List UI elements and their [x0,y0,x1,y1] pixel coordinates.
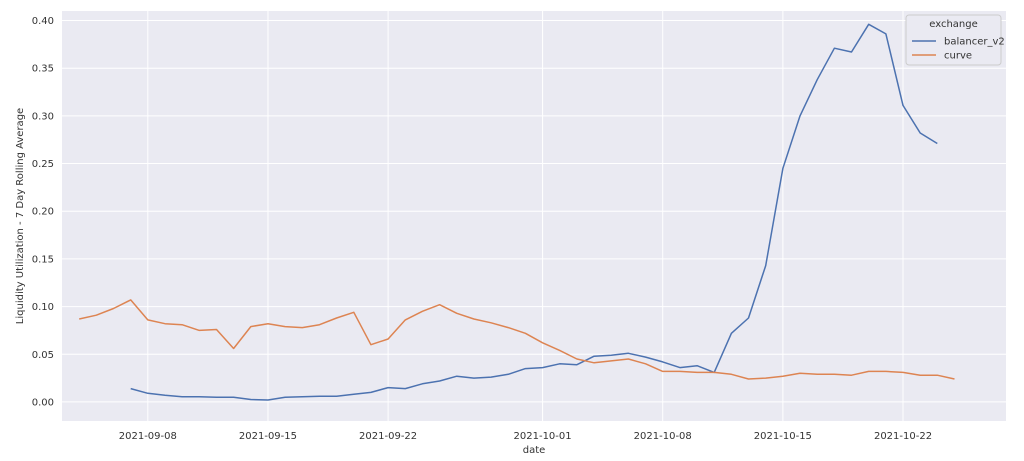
x-axis-label: date [523,445,546,456]
y-tick-label: 0.35 [32,64,54,75]
x-tick-label: 2021-10-22 [874,431,932,442]
y-tick-label: 0.05 [32,350,54,361]
legend-item-label: curve [944,51,972,62]
legend-title: exchange [929,19,978,30]
x-tick-label: 2021-10-01 [514,431,572,442]
x-tick-label: 2021-10-15 [754,431,812,442]
y-axis-label: Liquidity Utilization - 7 Day Rolling Av… [15,108,26,324]
y-tick-label: 0.40 [32,16,54,27]
y-tick-label: 0.00 [32,397,54,408]
x-tick-label: 2021-10-08 [634,431,692,442]
x-tick-label: 2021-09-15 [239,431,297,442]
x-axis-ticks: 2021-09-08 2021-09-15 2021-09-22 2021-10-01… [119,431,932,442]
legend-item-label: balancer_v2 [944,37,1005,48]
y-tick-label: 0.25 [32,159,54,170]
legend-box [905,14,1002,66]
series-line-curve [79,299,955,380]
grid-lines [62,11,1006,421]
series-line-balancer-v2 [130,23,938,401]
y-tick-label: 0.10 [32,302,54,313]
x-tick-label: 2021-09-08 [119,431,177,442]
x-tick-label: 2021-09-22 [359,431,417,442]
y-axis-ticks: 0.00 0.05 0.10 0.15 0.20 0.25 0.30 0.35 0.40 [32,16,54,408]
y-tick-label: 0.20 [32,207,54,218]
y-tick-label: 0.30 [32,111,54,122]
y-tick-label: 0.15 [32,254,54,265]
series-lines [79,23,955,401]
plot-area [62,11,1006,421]
